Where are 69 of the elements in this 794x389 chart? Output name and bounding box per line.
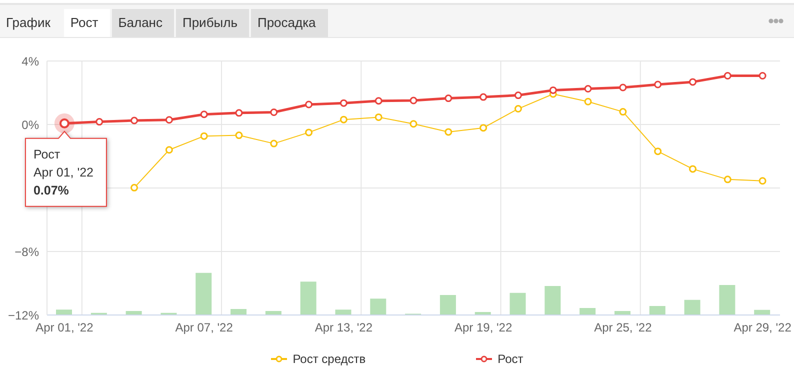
point (549, 86, 557, 94)
point (165, 146, 173, 154)
text: Рост (64, 9, 110, 37)
point (619, 84, 627, 92)
bar (370, 298, 386, 315)
y-tick-label: 4% (22, 54, 40, 68)
point (130, 116, 138, 124)
point (270, 108, 278, 116)
bar (230, 308, 247, 315)
point (444, 128, 452, 136)
point (444, 94, 452, 102)
x-tick-label: Apr 13, '22 (314, 320, 373, 335)
point (96, 118, 104, 126)
point (305, 100, 313, 108)
point (480, 93, 488, 101)
point (200, 132, 208, 140)
point (758, 177, 766, 185)
point (654, 80, 662, 88)
point (758, 72, 766, 80)
point (374, 113, 382, 121)
point (688, 165, 696, 173)
y-tick-label: −8% (14, 244, 40, 259)
point (480, 124, 488, 132)
point (305, 128, 313, 136)
x-tick-label: Apr 19, '22 (454, 320, 512, 335)
point (340, 99, 348, 107)
bar (335, 310, 352, 315)
point (514, 92, 522, 100)
y-tick-label: −12% (8, 308, 40, 322)
legend-label: Рост средств (292, 352, 366, 366)
point (688, 78, 696, 86)
bar (544, 286, 561, 315)
x-tick-label: Apr 25, '22 (594, 320, 652, 335)
bar (510, 292, 526, 315)
point (724, 176, 732, 184)
bar (649, 306, 666, 315)
text: График (5, 14, 52, 32)
bar (580, 308, 596, 315)
point (130, 184, 138, 192)
point (270, 140, 278, 148)
point (340, 116, 348, 124)
legend-label: Рост (496, 352, 524, 366)
point (200, 110, 208, 118)
text: Баланс (112, 9, 174, 37)
bar (684, 300, 700, 315)
x-tick-label: Apr 29, '22 (734, 320, 792, 335)
point (584, 85, 592, 93)
text: Просадка (251, 9, 328, 37)
point (410, 96, 418, 104)
point (619, 108, 627, 116)
point (514, 105, 522, 113)
point (584, 98, 592, 106)
point (410, 120, 418, 128)
point (235, 132, 243, 140)
point (374, 97, 382, 105)
bar (440, 295, 456, 315)
bar (56, 310, 72, 315)
y-tick-label: 0% (22, 118, 40, 132)
x-tick-label: Apr 07, '22 (175, 320, 234, 335)
text: Прибыль (176, 9, 250, 37)
bar (719, 284, 736, 315)
bar (300, 282, 316, 315)
annotation: Рост Apr 01, '22 0.07% (33, 147, 94, 198)
point (165, 116, 173, 124)
point (654, 148, 662, 156)
point (724, 72, 732, 80)
bar (196, 272, 212, 315)
point (235, 109, 243, 117)
x-tick-label: Apr 01, '22 (36, 320, 94, 335)
